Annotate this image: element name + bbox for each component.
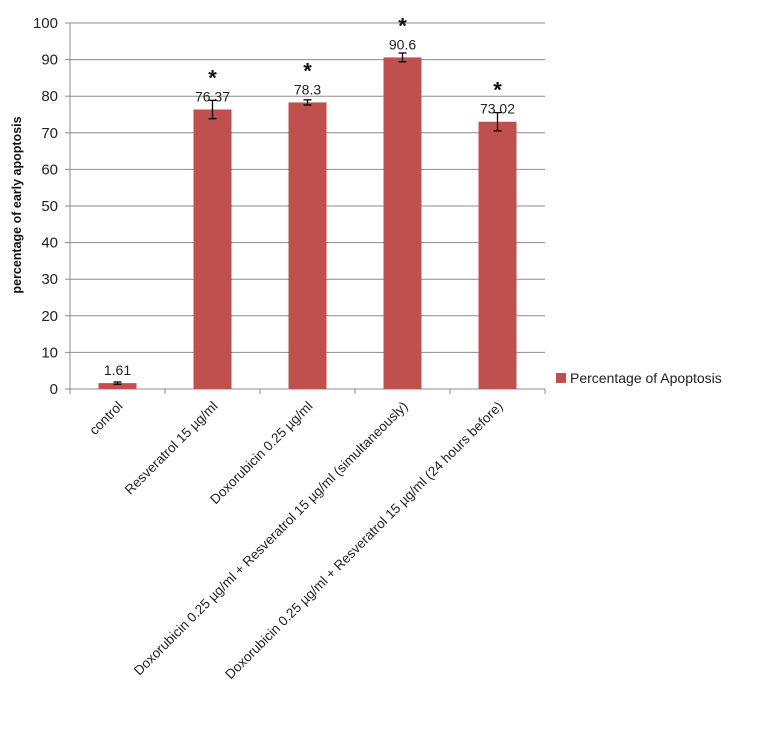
bar: [193, 109, 232, 389]
data-label: 90.6: [389, 36, 416, 52]
y-tick-label: 20: [41, 308, 58, 325]
legend-label: Percentage of Apoptosis: [570, 370, 722, 386]
data-label: 73.02: [480, 101, 515, 117]
bar: [288, 102, 327, 389]
y-tick-label: 0: [50, 381, 58, 398]
y-tick-label: 90: [41, 52, 58, 69]
y-tick-label: 70: [41, 125, 58, 142]
legend: Percentage of Apoptosis: [556, 370, 722, 386]
data-labels: 1.61 76.37 78.3 90.6 73.02: [104, 36, 515, 378]
bars: [98, 57, 517, 390]
y-axis-ticks: 0 10 20 30 40 50 60 70 80 90 100: [33, 15, 58, 398]
bar: [478, 121, 517, 390]
y-tick-label: 80: [41, 88, 58, 105]
x-category-label: Doxorubicin 0.25 µg/ml: [207, 399, 315, 507]
y-tick-label: 30: [41, 271, 58, 288]
y-tick-label: 10: [41, 344, 58, 361]
y-tick-label: 50: [41, 198, 58, 215]
significance-star: *: [493, 78, 502, 103]
error-bars: [113, 52, 502, 385]
x-category-label: control: [86, 399, 125, 438]
y-tick-label: 100: [33, 15, 58, 32]
x-category-label: Resveratrol 15 µg/ml: [122, 399, 221, 498]
y-tick-label: 60: [41, 161, 58, 178]
data-label: 78.3: [294, 81, 321, 97]
significance-star: *: [208, 65, 217, 90]
significance-markers: * * * *: [208, 13, 502, 102]
bar: [383, 57, 422, 390]
significance-star: *: [398, 13, 407, 38]
data-label: 76.37: [195, 88, 230, 104]
y-axis-label: percentage of early apoptosis: [10, 116, 24, 293]
data-label: 1.61: [104, 362, 131, 378]
y-tick-label: 40: [41, 235, 58, 252]
significance-star: *: [303, 58, 312, 83]
legend-swatch: [556, 373, 566, 383]
bar: [98, 383, 137, 389]
